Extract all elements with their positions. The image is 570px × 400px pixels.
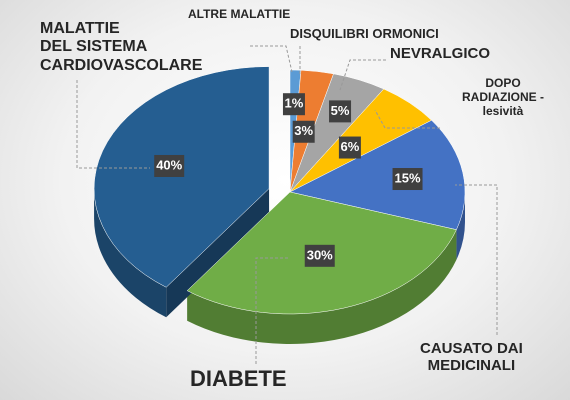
value-label-box xyxy=(154,154,185,177)
value-label-box xyxy=(392,168,423,191)
category-label: MALATTIE DEL SISTEMA CARDIOVASCOLARE xyxy=(40,20,203,74)
leader-line xyxy=(76,80,150,169)
value-label-box xyxy=(338,136,361,159)
value-label: 5% xyxy=(331,103,350,118)
value-label: 3% xyxy=(294,123,313,138)
value-label: 1% xyxy=(285,96,304,111)
slice-face xyxy=(166,188,270,318)
value-label-box xyxy=(304,244,335,267)
slice-side xyxy=(94,188,167,318)
value-label: 6% xyxy=(340,139,359,154)
category-label: DISQUILIBRI ORMONICI xyxy=(290,26,439,41)
value-label-box xyxy=(292,120,315,143)
category-label: CAUSATO DAI MEDICINALI xyxy=(420,340,523,375)
slice-side xyxy=(456,192,465,260)
category-label: DOPO RADIAZIONE - lesività xyxy=(462,76,544,118)
value-label: 40% xyxy=(156,157,182,172)
leader-line xyxy=(250,45,293,73)
category-label: ALTRE MALATTIE xyxy=(188,7,291,21)
category-label: DIABETE xyxy=(190,366,287,391)
slice-side xyxy=(187,229,457,344)
value-label-box xyxy=(329,100,352,123)
value-label: 30% xyxy=(307,247,333,262)
value-label: 15% xyxy=(395,170,421,185)
leader-line xyxy=(455,184,498,335)
leader-line xyxy=(339,59,386,91)
leader-line xyxy=(374,109,440,129)
value-label-box xyxy=(282,93,305,116)
leader-line xyxy=(255,257,290,364)
category-label: NEVRALGICO xyxy=(390,45,491,62)
